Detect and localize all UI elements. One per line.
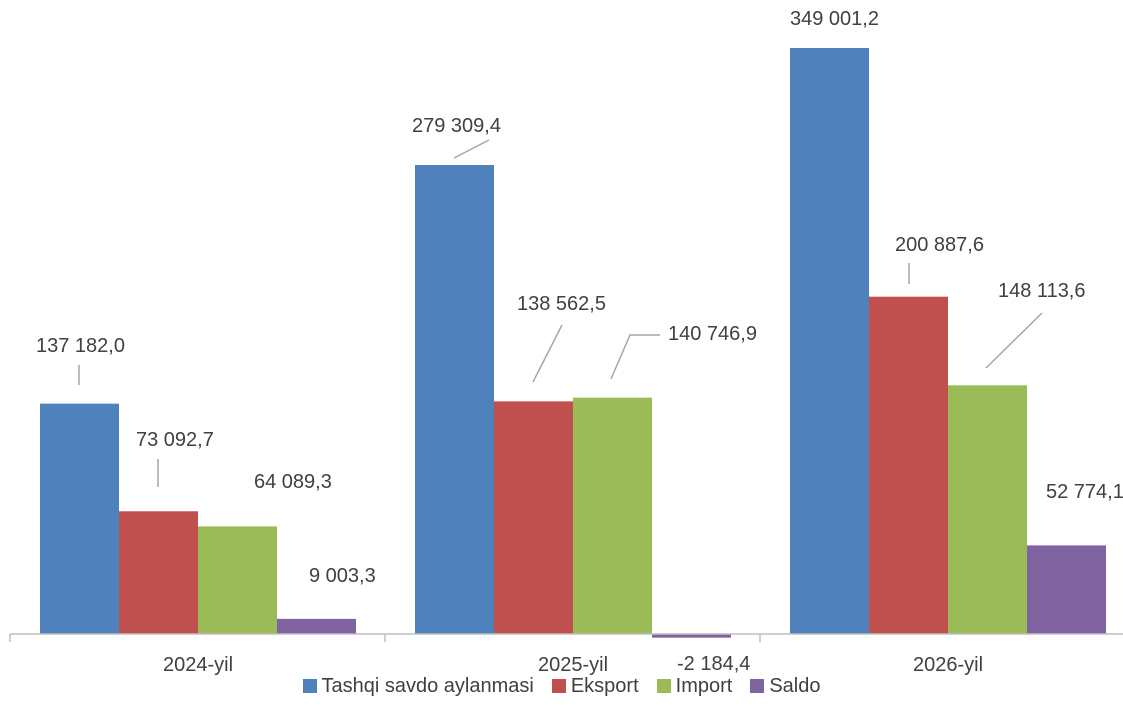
label-leader-line — [985, 312, 1043, 369]
x-tick-label: 2026-yil — [913, 654, 983, 676]
legend-label: Saldo — [769, 674, 821, 697]
bar-import-2026-yil — [948, 385, 1027, 634]
bar-import-2025-yil — [573, 397, 652, 634]
bar-eksport-2026-yil — [869, 296, 948, 634]
data-label: -2 184,4 — [677, 653, 750, 675]
bar-saldo-2025-yil — [652, 634, 731, 638]
label-leader-line — [453, 139, 490, 159]
bar-import-2024-yil — [198, 526, 277, 634]
legend-label: Import — [675, 674, 733, 697]
data-label: 138 562,5 — [517, 293, 606, 315]
bar-tashqi-savdo-aylanmasi-2024-yil — [40, 403, 119, 634]
data-label: 73 092,7 — [136, 429, 214, 451]
bar-saldo-2026-yil — [1027, 545, 1106, 634]
label-leader-line — [532, 324, 563, 383]
data-labels: 2024-yil 2025-yil 2026-yil 137 182,0 279 309… — [36, 8, 1123, 676]
bar-eksport-2024-yil — [119, 511, 198, 634]
label-leader-line — [610, 334, 660, 380]
legend-item: Tashqi savdo aylanmasi — [302, 674, 534, 698]
data-label: 64 089,3 — [254, 471, 332, 493]
x-axis — [9, 633, 1123, 642]
data-label: 140 746,9 — [668, 323, 757, 345]
data-label: 52 774,1 — [1046, 481, 1123, 503]
legend-item: Saldo — [750, 674, 821, 698]
data-label: 200 887,6 — [895, 234, 984, 256]
data-label: 148 113,6 — [998, 280, 1086, 302]
data-label: 9 003,3 — [309, 565, 376, 587]
legend-label: Tashqi savdo aylanmasi — [321, 674, 534, 697]
legend-swatch — [750, 679, 765, 693]
bar-eksport-2025-yil — [494, 401, 573, 634]
legend-swatch — [656, 679, 671, 693]
legend-swatch — [551, 679, 566, 693]
data-label: 279 309,4 — [412, 115, 501, 137]
bar-tashqi-savdo-aylanmasi-2026-yil — [790, 48, 869, 634]
bar-tashqi-savdo-aylanmasi-2025-yil — [415, 165, 494, 634]
x-tick-label: 2024-yil — [163, 654, 233, 676]
bar-saldo-2024-yil — [277, 618, 356, 634]
leader-lines — [78, 139, 1043, 487]
data-label: 349 001,2 — [790, 8, 879, 30]
legend: Tashqi savdo aylanmasi Eksport Import Saldo — [0, 672, 1123, 700]
legend-item: Import — [656, 674, 733, 698]
legend-label: Eksport — [570, 674, 639, 697]
x-tick-label: 2025-yil — [538, 654, 608, 676]
legend-item: Eksport — [551, 674, 639, 698]
data-label: 137 182,0 — [36, 335, 125, 357]
bars-layer — [40, 48, 1106, 638]
legend-swatch — [302, 679, 317, 693]
